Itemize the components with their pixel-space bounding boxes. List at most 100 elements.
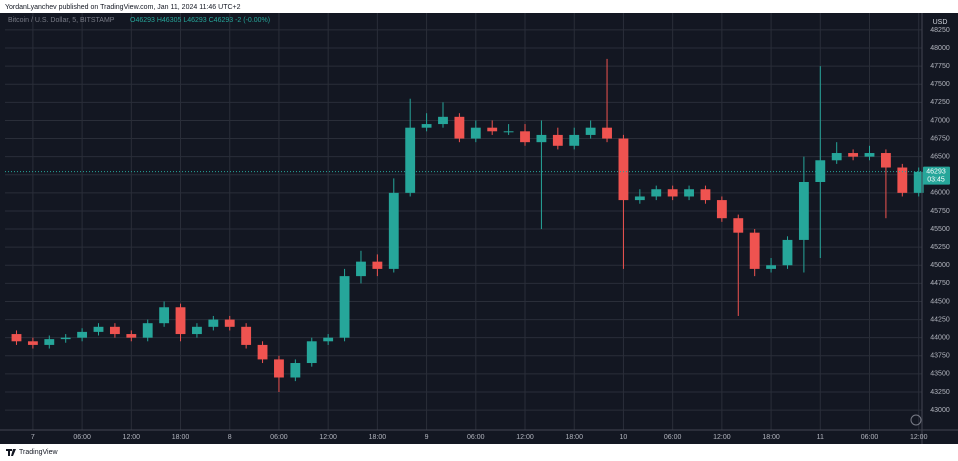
candle-body bbox=[159, 307, 170, 324]
header: YordanLyanchev published on TradingView.… bbox=[5, 4, 241, 11]
candle-body bbox=[274, 359, 284, 378]
candle-body bbox=[749, 232, 760, 269]
y-tick-label: 45000 bbox=[930, 262, 950, 269]
candle-body bbox=[815, 160, 826, 182]
chart-background bbox=[0, 13, 958, 444]
y-tick-label: 47750 bbox=[930, 63, 950, 70]
y-tick-label: 45750 bbox=[930, 208, 950, 215]
candle-body bbox=[503, 131, 514, 133]
y-tick-label: 43250 bbox=[930, 389, 950, 396]
x-tick-label: 12:00 bbox=[516, 434, 534, 441]
footer: TradingView bbox=[19, 449, 58, 456]
candle-body bbox=[421, 124, 432, 128]
candle-body bbox=[536, 134, 547, 143]
candle-body bbox=[372, 261, 383, 269]
x-tick-label: 18:00 bbox=[565, 434, 583, 441]
symbol-legend: Bitcoin / U.S. Dollar, 5, BITSTAMP bbox=[8, 17, 115, 24]
y-tick-label: 47250 bbox=[930, 99, 950, 106]
candle-body bbox=[569, 134, 580, 146]
x-tick-label: 06:00 bbox=[467, 434, 485, 441]
y-tick-label: 44500 bbox=[930, 298, 950, 305]
candle-body bbox=[93, 326, 104, 332]
x-tick-label: 06:00 bbox=[861, 434, 879, 441]
candle-body bbox=[405, 127, 416, 193]
logo-icon bbox=[6, 449, 16, 456]
x-tick-label: 9 bbox=[425, 434, 429, 441]
x-tick-label: 10 bbox=[620, 434, 628, 441]
x-tick-label: 06:00 bbox=[270, 434, 288, 441]
candle-body bbox=[388, 192, 399, 269]
y-tick-label: 44250 bbox=[930, 316, 950, 323]
candle-body bbox=[520, 131, 530, 143]
candle-body bbox=[602, 127, 612, 139]
candle-body bbox=[585, 127, 596, 135]
candle-body bbox=[224, 319, 235, 327]
candle-body bbox=[438, 116, 448, 125]
x-tick-label: 06:00 bbox=[73, 434, 91, 441]
y-tick-label: 43000 bbox=[930, 407, 950, 414]
candle-body bbox=[77, 331, 88, 338]
candle-body bbox=[60, 337, 71, 340]
candle-body bbox=[766, 265, 777, 269]
y-tick-label: 47000 bbox=[930, 117, 950, 124]
y-tick-label: 46750 bbox=[930, 135, 950, 142]
y-tick-label: 44000 bbox=[930, 335, 950, 342]
x-tick-label: 12:00 bbox=[713, 434, 731, 441]
candle-body bbox=[897, 167, 908, 193]
y-tick-label: 48000 bbox=[930, 45, 950, 52]
currency: USD bbox=[933, 19, 948, 26]
y-tick-label: 45250 bbox=[930, 244, 950, 251]
candle-body bbox=[700, 189, 711, 201]
candle-body bbox=[356, 261, 366, 277]
candle-body bbox=[913, 171, 924, 193]
candle-body bbox=[290, 363, 301, 378]
candle-body bbox=[880, 153, 891, 168]
candle-body bbox=[848, 153, 859, 157]
x-tick-label: 12:00 bbox=[123, 434, 141, 441]
candle-body bbox=[126, 334, 137, 338]
candle-body bbox=[208, 319, 219, 327]
candle-body bbox=[667, 189, 678, 197]
candle-body bbox=[44, 339, 55, 345]
candle-body bbox=[470, 127, 481, 139]
candle-body bbox=[684, 189, 694, 197]
candle-body bbox=[142, 323, 153, 338]
x-tick-label: 7 bbox=[31, 434, 35, 441]
y-tick-label: 44750 bbox=[930, 280, 950, 287]
candle-body bbox=[618, 138, 629, 201]
candle-body bbox=[11, 334, 22, 342]
settings-icon[interactable] bbox=[910, 414, 922, 426]
candle-body bbox=[798, 181, 809, 240]
x-tick-label: 11 bbox=[817, 434, 824, 441]
x-tick-label: 06:00 bbox=[664, 434, 682, 441]
candle-body bbox=[552, 134, 563, 146]
x-tick-label: 18:00 bbox=[172, 434, 190, 441]
y-tick-label: 46000 bbox=[930, 190, 950, 197]
y-tick-label: 43750 bbox=[930, 353, 950, 360]
candle-body bbox=[634, 196, 645, 201]
candle-body bbox=[733, 218, 744, 233]
candle-body bbox=[323, 337, 334, 342]
y-tick-label: 45500 bbox=[930, 226, 950, 233]
candle-body bbox=[257, 344, 268, 360]
candle-body bbox=[27, 341, 38, 345]
candle-body bbox=[782, 239, 793, 266]
last-price-label: 46293 bbox=[926, 168, 946, 175]
candle-body bbox=[831, 153, 842, 161]
candle-body bbox=[864, 153, 875, 157]
countdown-label: 03:45 bbox=[927, 176, 945, 183]
candle-body bbox=[175, 307, 186, 335]
y-tick-label: 46500 bbox=[930, 153, 950, 160]
candle-body bbox=[192, 326, 202, 335]
candle-body bbox=[716, 200, 727, 219]
candle-body bbox=[109, 326, 120, 335]
x-tick-label: 8 bbox=[228, 434, 232, 441]
candle-body bbox=[454, 116, 465, 139]
y-tick-label: 48250 bbox=[930, 27, 950, 34]
x-tick-label: 12:00 bbox=[910, 434, 928, 441]
candle-body bbox=[651, 189, 662, 197]
last-price-tag bbox=[923, 166, 950, 185]
candle-body bbox=[339, 276, 350, 338]
x-tick-label: 12:00 bbox=[319, 434, 337, 441]
